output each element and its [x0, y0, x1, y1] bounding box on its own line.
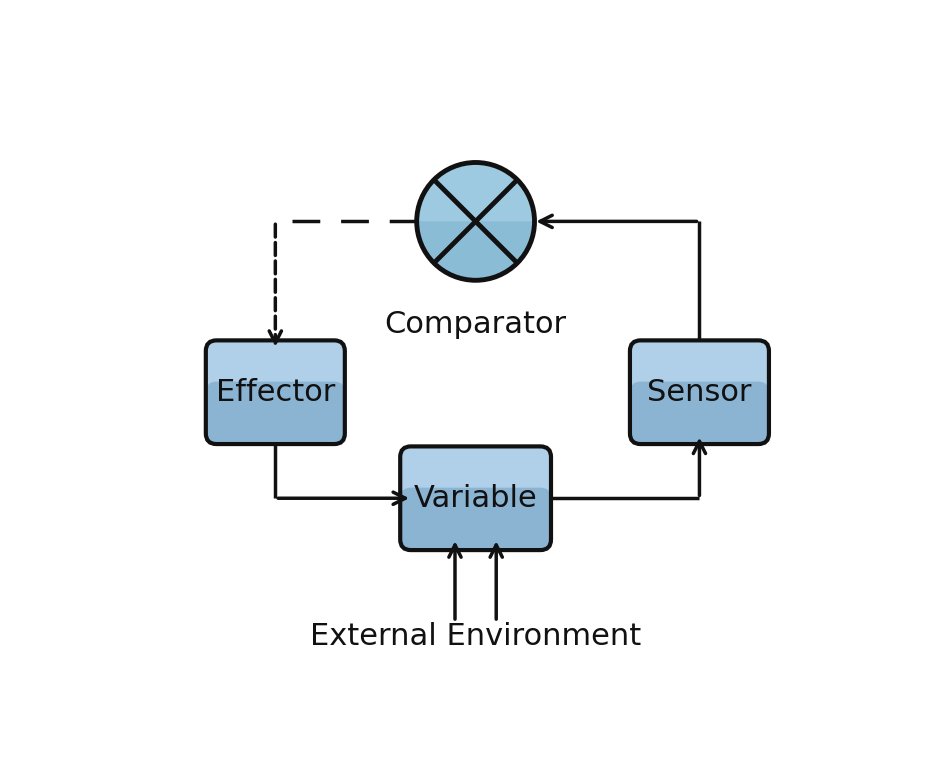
FancyBboxPatch shape [400, 447, 551, 550]
Circle shape [417, 162, 534, 280]
FancyBboxPatch shape [205, 340, 345, 444]
Text: Effector: Effector [216, 378, 335, 407]
Text: Variable: Variable [414, 483, 537, 513]
FancyBboxPatch shape [400, 487, 551, 550]
Text: Sensor: Sensor [648, 378, 751, 407]
FancyBboxPatch shape [205, 382, 345, 444]
FancyBboxPatch shape [630, 382, 769, 444]
Text: External Environment: External Environment [310, 623, 641, 652]
FancyBboxPatch shape [630, 340, 769, 444]
Wedge shape [417, 221, 534, 280]
Text: Comparator: Comparator [384, 310, 567, 339]
